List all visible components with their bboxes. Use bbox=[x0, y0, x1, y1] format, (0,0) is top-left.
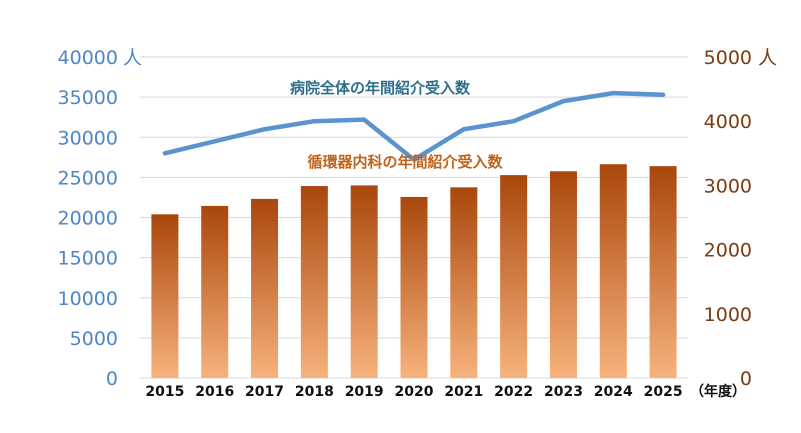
left-tick-label: 0 bbox=[106, 368, 118, 390]
x-tick-label: 2017 bbox=[245, 384, 284, 400]
x-tick-label: 2021 bbox=[444, 384, 483, 400]
bar bbox=[500, 175, 528, 378]
right-tick-label: 5000 bbox=[704, 47, 752, 69]
left-tick-label: 25000 bbox=[58, 167, 118, 189]
right-tick-label: 0 bbox=[740, 368, 752, 390]
x-tick-label: 2019 bbox=[345, 384, 384, 400]
right-axis: 0 1000 2000 3000 4000 5000 人 bbox=[704, 47, 777, 390]
bar bbox=[201, 205, 229, 378]
left-axis: 0 5000 10000 15000 20000 25000 30000 35000 40000… bbox=[58, 47, 142, 390]
line-series bbox=[162, 90, 666, 162]
x-tick-label: 2024 bbox=[594, 384, 633, 400]
bar bbox=[549, 171, 577, 378]
left-tick-label: 5000 bbox=[70, 328, 118, 350]
bar bbox=[350, 185, 378, 378]
x-tick-label: 2015 bbox=[145, 384, 184, 400]
line-series-label: 病院全体の年間紹介受入数 bbox=[290, 79, 471, 97]
right-axis-unit: 人 bbox=[758, 47, 777, 69]
right-tick-label: 4000 bbox=[704, 111, 752, 133]
left-tick-label: 15000 bbox=[58, 248, 118, 270]
left-tick-label: 35000 bbox=[58, 87, 118, 109]
left-tick-label: 20000 bbox=[58, 208, 118, 230]
bar-series bbox=[151, 164, 677, 378]
x-tick-label: 2016 bbox=[195, 384, 234, 400]
right-tick-label: 1000 bbox=[704, 304, 752, 326]
bar-series-label: 循環器内科の年間紹介受入数 bbox=[307, 153, 503, 171]
bar bbox=[300, 186, 328, 378]
bar bbox=[599, 164, 627, 378]
x-tick-label: 2018 bbox=[295, 384, 334, 400]
x-tick-label: 2022 bbox=[494, 384, 533, 400]
bar bbox=[649, 166, 677, 378]
left-tick-label: 30000 bbox=[58, 127, 118, 149]
line-path bbox=[162, 90, 666, 162]
left-axis-unit: 人 bbox=[123, 47, 142, 69]
x-tick-label: 2025 bbox=[644, 384, 683, 400]
bar bbox=[450, 187, 478, 378]
left-tick-label: 40000 bbox=[58, 47, 118, 69]
x-tick-label: 2023 bbox=[544, 384, 583, 400]
x-axis: 2015 2016 2017 2018 2019 2020 2021 2022 2023 2024… bbox=[145, 384, 682, 400]
bar bbox=[400, 196, 428, 378]
bar bbox=[251, 198, 279, 378]
x-tick-label: 2020 bbox=[395, 384, 434, 400]
left-tick-label: 10000 bbox=[58, 288, 118, 310]
right-tick-label: 2000 bbox=[704, 240, 752, 262]
right-tick-label: 3000 bbox=[704, 175, 752, 197]
x-axis-unit: （年度） bbox=[690, 383, 746, 400]
bar bbox=[151, 214, 179, 378]
